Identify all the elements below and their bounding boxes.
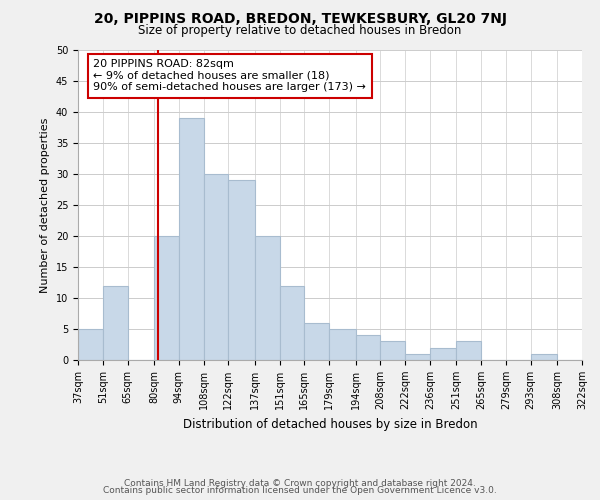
X-axis label: Distribution of detached houses by size in Bredon: Distribution of detached houses by size … [182,418,478,430]
Bar [179,118,203,360]
Bar [78,329,103,360]
Text: Contains HM Land Registry data © Crown copyright and database right 2024.: Contains HM Land Registry data © Crown c… [124,478,476,488]
Bar [329,329,356,360]
Text: Size of property relative to detached houses in Bredon: Size of property relative to detached ho… [139,24,461,37]
Text: Contains public sector information licensed under the Open Government Licence v3: Contains public sector information licen… [103,486,497,495]
Bar [304,323,329,360]
Bar [405,354,430,360]
Bar [280,286,304,360]
Bar [380,342,405,360]
Bar [255,236,280,360]
Bar [229,180,255,360]
Bar [203,174,229,360]
Bar [430,348,457,360]
Y-axis label: Number of detached properties: Number of detached properties [40,118,50,292]
Text: 20, PIPPINS ROAD, BREDON, TEWKESBURY, GL20 7NJ: 20, PIPPINS ROAD, BREDON, TEWKESBURY, GL… [94,12,506,26]
Bar [531,354,557,360]
Bar [457,342,481,360]
Bar [154,236,179,360]
Bar [356,335,380,360]
Bar [103,286,128,360]
Text: 20 PIPPINS ROAD: 82sqm
← 9% of detached houses are smaller (18)
90% of semi-deta: 20 PIPPINS ROAD: 82sqm ← 9% of detached … [93,60,366,92]
